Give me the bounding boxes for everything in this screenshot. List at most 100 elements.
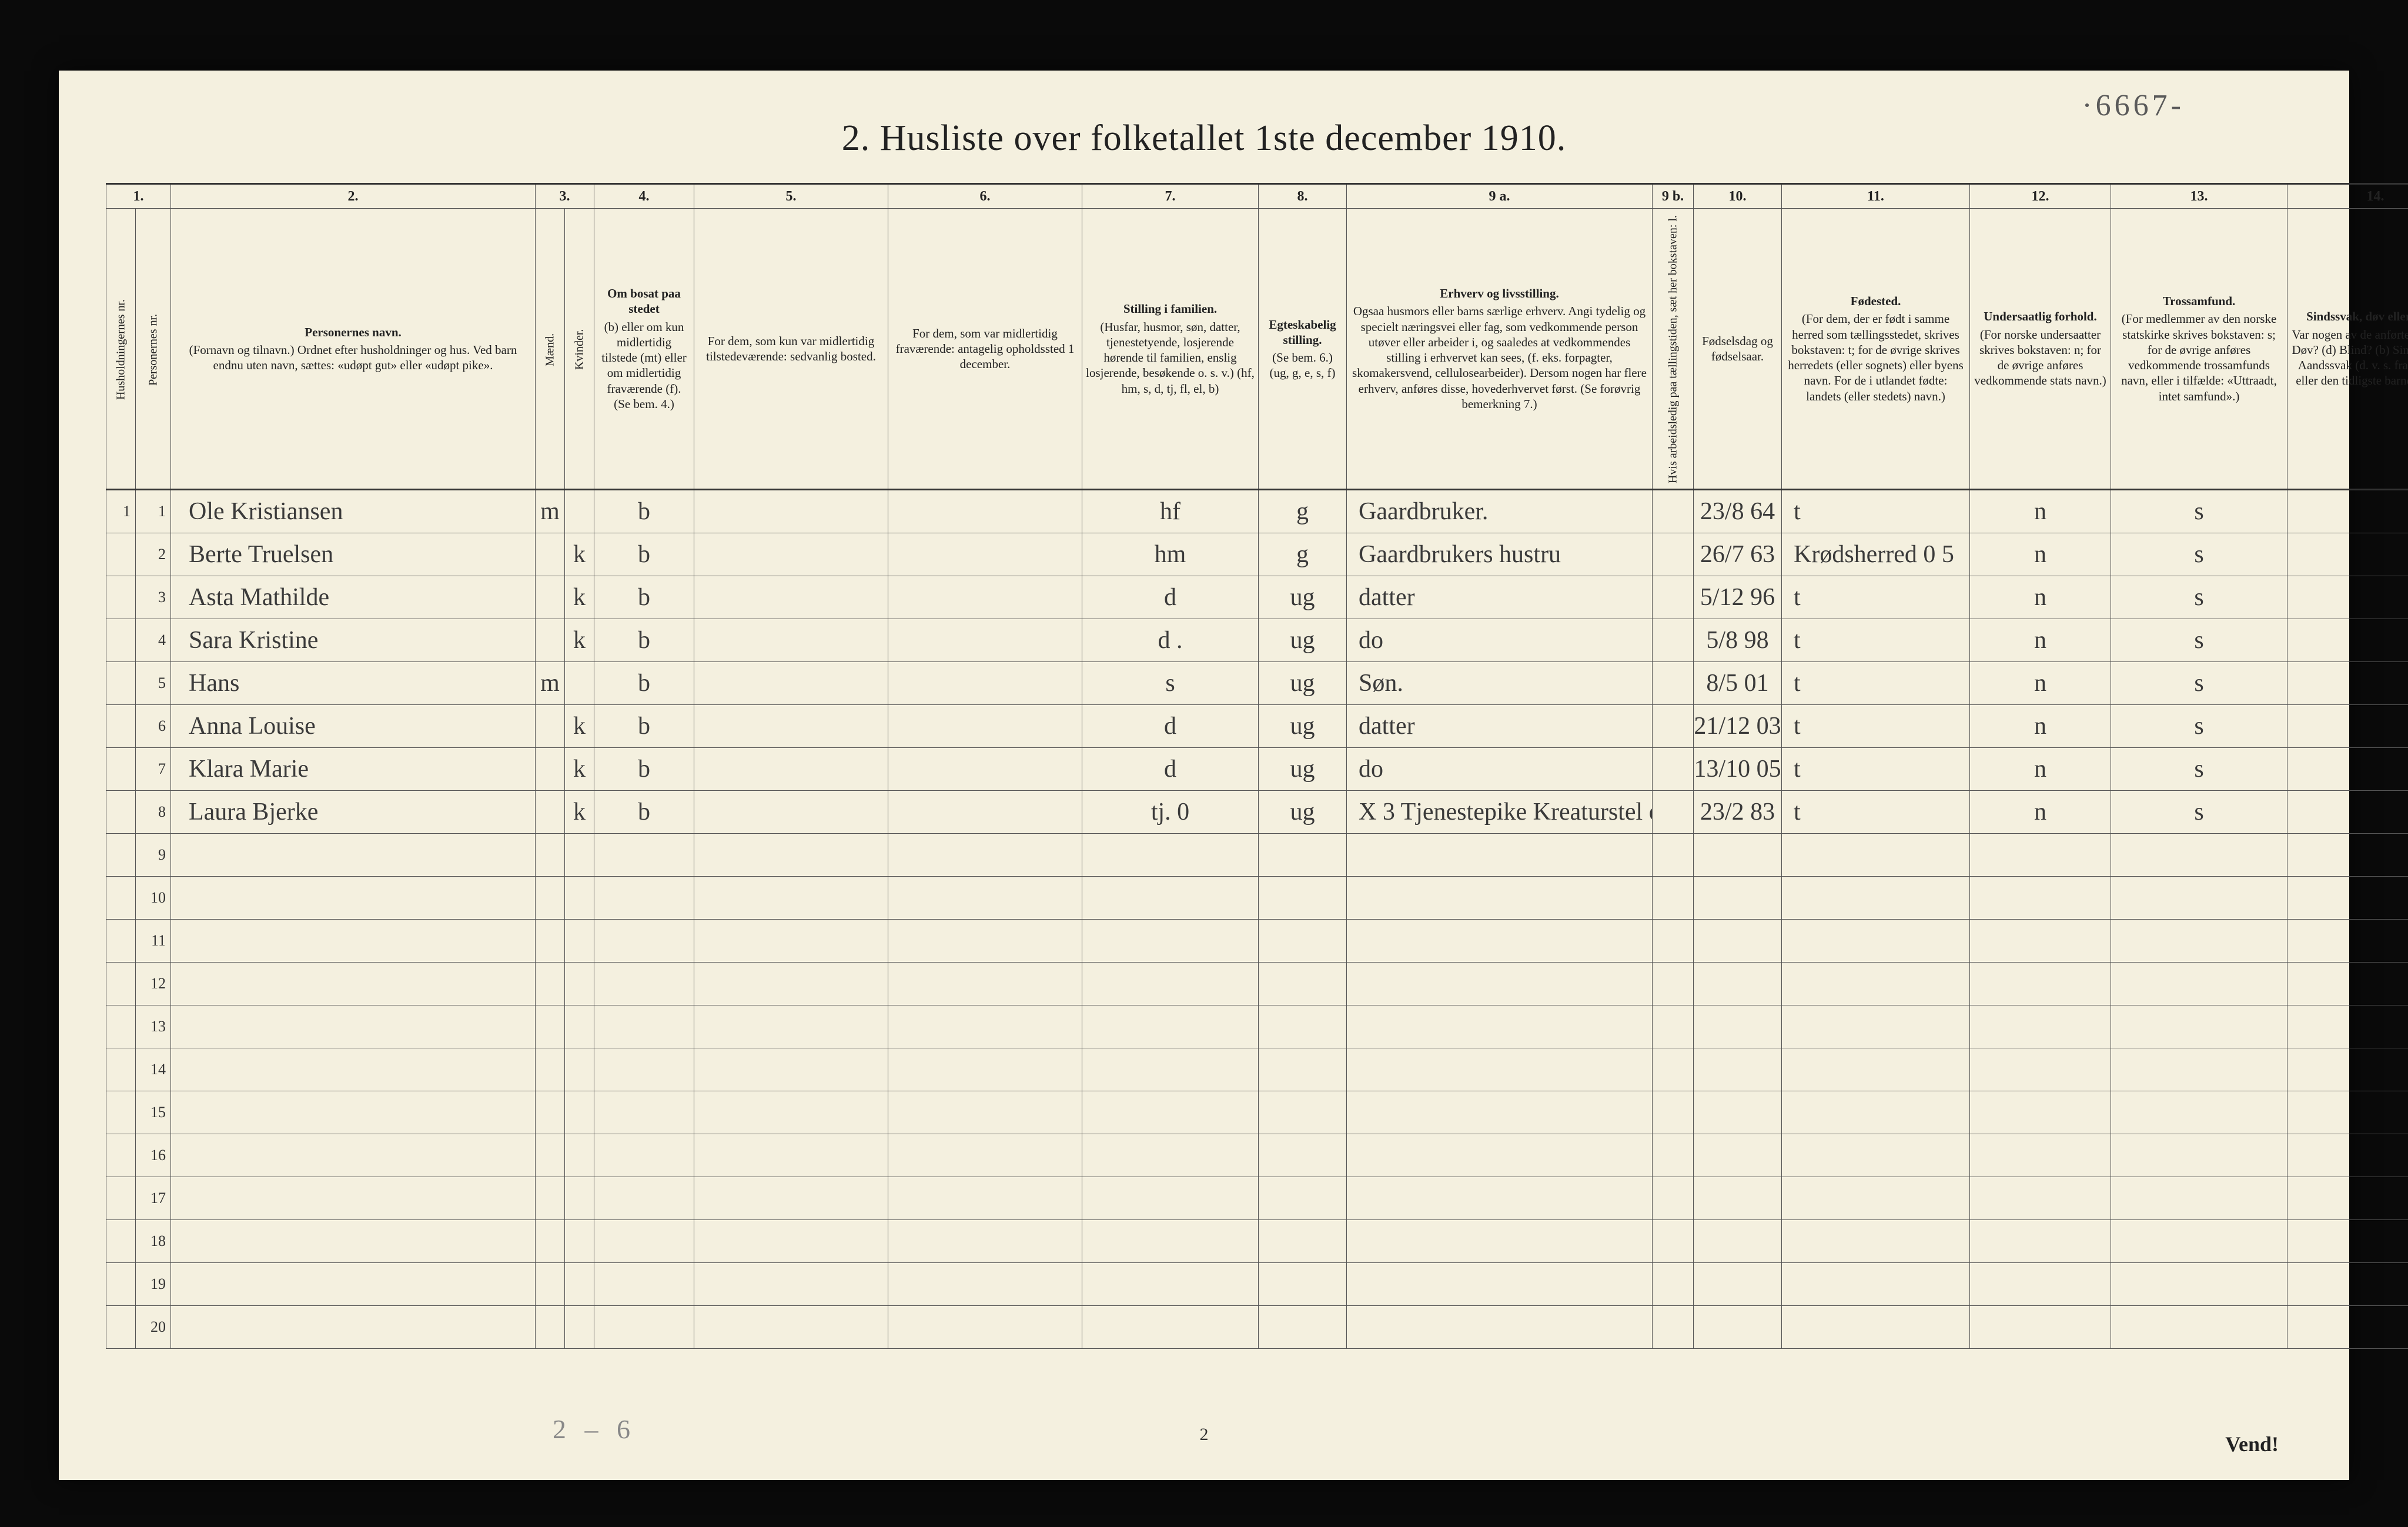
cell-religion <box>2111 1048 2287 1091</box>
cell-whereabouts <box>888 533 1082 576</box>
table-row: 5HansmbsugSøn.8/5 01tns <box>106 662 2408 705</box>
cell-usual-residence <box>694 619 888 662</box>
cell-occupation: Gaardbrukers hustru <box>1347 533 1653 576</box>
cell-household-no <box>106 705 136 748</box>
cell-family-position: s <box>1082 662 1259 705</box>
cell-religion: s <box>2111 662 2287 705</box>
cell-sex-k <box>565 1177 594 1220</box>
cell-marital <box>1259 920 1347 963</box>
cell-sex-k: k <box>565 619 594 662</box>
cell-birthdate <box>1694 1005 1782 1048</box>
cell-sex-k <box>565 1134 594 1177</box>
cell-person-no: 4 <box>136 619 171 662</box>
cell-whereabouts <box>888 963 1082 1005</box>
cell-disability <box>2287 619 2408 662</box>
cell-sex-k <box>565 1220 594 1263</box>
cell-occupation <box>1347 877 1653 920</box>
cell-family-position <box>1082 1091 1259 1134</box>
table-row: 3Asta Mathildekbdugdatter5/12 96tns <box>106 576 2408 619</box>
cell-name <box>171 1048 536 1091</box>
colnum-4: 4. <box>594 184 694 209</box>
cell-usual-residence <box>694 533 888 576</box>
hdr-name: Personernes navn. (Fornavn og tilnavn.) … <box>171 209 536 490</box>
cell-residence: b <box>594 791 694 834</box>
cell-household-no <box>106 834 136 877</box>
cell-religion <box>2111 1134 2287 1177</box>
hdr-col14-title: Sindssvak, døv eller blind. <box>2291 309 2408 324</box>
cell-sex-k <box>565 662 594 705</box>
cell-household-no <box>106 791 136 834</box>
cell-whereabouts <box>888 920 1082 963</box>
cell-sex-k <box>565 1005 594 1048</box>
cell-family-position: d . <box>1082 619 1259 662</box>
cell-birthplace: t <box>1782 662 1970 705</box>
cell-disability <box>2287 1091 2408 1134</box>
cell-birthdate <box>1694 1048 1782 1091</box>
cell-family-position <box>1082 877 1259 920</box>
cell-marital <box>1259 1091 1347 1134</box>
cell-household-no <box>106 576 136 619</box>
hdr-col12: Undersaatlig forhold. (For norske unders… <box>1970 209 2111 490</box>
cell-unemployed <box>1653 1091 1694 1134</box>
cell-nationality: n <box>1970 791 2111 834</box>
cell-person-no: 19 <box>136 1263 171 1306</box>
cell-disability <box>2287 963 2408 1005</box>
cell-disability <box>2287 920 2408 963</box>
cell-nationality <box>1970 1177 2111 1220</box>
cell-sex-m <box>536 877 565 920</box>
cell-usual-residence <box>694 1091 888 1134</box>
cell-sex-m <box>536 1263 565 1306</box>
hdr-col9a: Erhverv og livsstilling. Ogsaa husmors e… <box>1347 209 1653 490</box>
cell-residence: b <box>594 662 694 705</box>
cell-disability <box>2287 1306 2408 1349</box>
page-title: 2. Husliste over folketallet 1ste decemb… <box>106 118 2302 159</box>
hdr-col8-sub: (Se bem. 6.) (ug, g, e, s, f) <box>1270 350 1336 380</box>
cell-nationality <box>1970 1134 2111 1177</box>
cell-occupation: do <box>1347 619 1653 662</box>
cell-sex-m <box>536 920 565 963</box>
cell-birthplace: t <box>1782 705 1970 748</box>
cell-family-position <box>1082 1134 1259 1177</box>
cell-occupation: datter <box>1347 705 1653 748</box>
cell-sex-k: k <box>565 791 594 834</box>
cell-whereabouts <box>888 1220 1082 1263</box>
cell-birthdate <box>1694 834 1782 877</box>
hdr-col11-title: Fødested. <box>1785 293 1966 309</box>
cell-sex-k <box>565 1263 594 1306</box>
cell-occupation: Søn. <box>1347 662 1653 705</box>
cell-birthplace <box>1782 1048 1970 1091</box>
pencil-annotation-topright: ·6667- <box>2082 88 2185 123</box>
cell-occupation: do <box>1347 748 1653 791</box>
cell-disability <box>2287 1263 2408 1306</box>
cell-family-position: hf <box>1082 490 1259 533</box>
cell-nationality <box>1970 963 2111 1005</box>
cell-disability <box>2287 1005 2408 1048</box>
table-row: 6Anna Louisekbdugdatter21/12 03tns <box>106 705 2408 748</box>
cell-household-no <box>106 1091 136 1134</box>
cell-sex-m <box>536 791 565 834</box>
cell-whereabouts <box>888 1263 1082 1306</box>
cell-whereabouts <box>888 619 1082 662</box>
cell-birthplace: t <box>1782 748 1970 791</box>
hdr-name-sub: (Fornavn og tilnavn.) Ordnet efter husho… <box>189 343 517 372</box>
cell-usual-residence <box>694 877 888 920</box>
hdr-col12-title: Undersaatlig forhold. <box>1974 309 2107 324</box>
cell-family-position <box>1082 1220 1259 1263</box>
cell-birthplace <box>1782 1220 1970 1263</box>
cell-religion: s <box>2111 533 2287 576</box>
cell-occupation <box>1347 834 1653 877</box>
cell-person-no: 15 <box>136 1091 171 1134</box>
cell-name <box>171 834 536 877</box>
cell-household-no <box>106 1220 136 1263</box>
cell-nationality: n <box>1970 662 2111 705</box>
cell-person-no: 10 <box>136 877 171 920</box>
cell-name: Klara Marie <box>171 748 536 791</box>
cell-family-position: hm <box>1082 533 1259 576</box>
cell-whereabouts <box>888 705 1082 748</box>
cell-nationality: n <box>1970 576 2111 619</box>
cell-birthdate <box>1694 1091 1782 1134</box>
cell-usual-residence <box>694 1048 888 1091</box>
table-row: 17 <box>106 1177 2408 1220</box>
cell-name: Berte Truelsen <box>171 533 536 576</box>
cell-family-position <box>1082 963 1259 1005</box>
